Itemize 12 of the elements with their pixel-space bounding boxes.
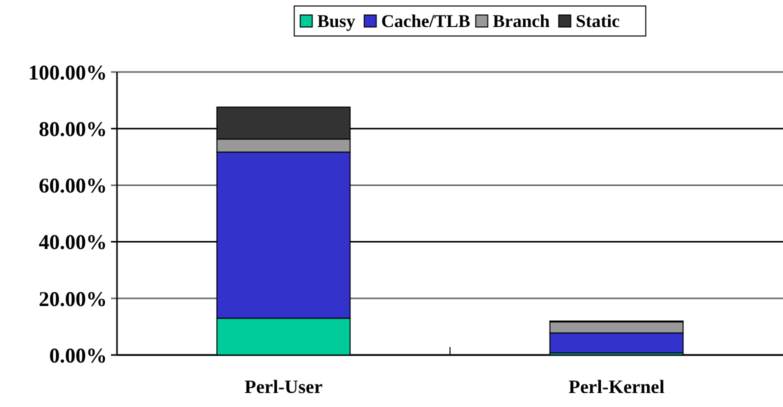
legend-label: Branch xyxy=(492,11,550,31)
legend-label: Static xyxy=(576,11,620,31)
y-tick-label: 0.00% xyxy=(49,343,107,368)
x-tick-label: Perl-User xyxy=(244,377,324,398)
y-tick-label: 60.00% xyxy=(38,174,107,198)
y-tick-label: 20.00% xyxy=(38,286,107,311)
x-tick-label: Perl-Kernel xyxy=(568,377,665,398)
y-tick-label: 40.00% xyxy=(38,230,107,254)
y-tick-label: 100.00% xyxy=(28,60,107,84)
legend-label: Busy xyxy=(317,11,356,31)
legend-label: Cache/TLB xyxy=(381,11,470,31)
y-tick-label: 80.00% xyxy=(38,116,107,141)
